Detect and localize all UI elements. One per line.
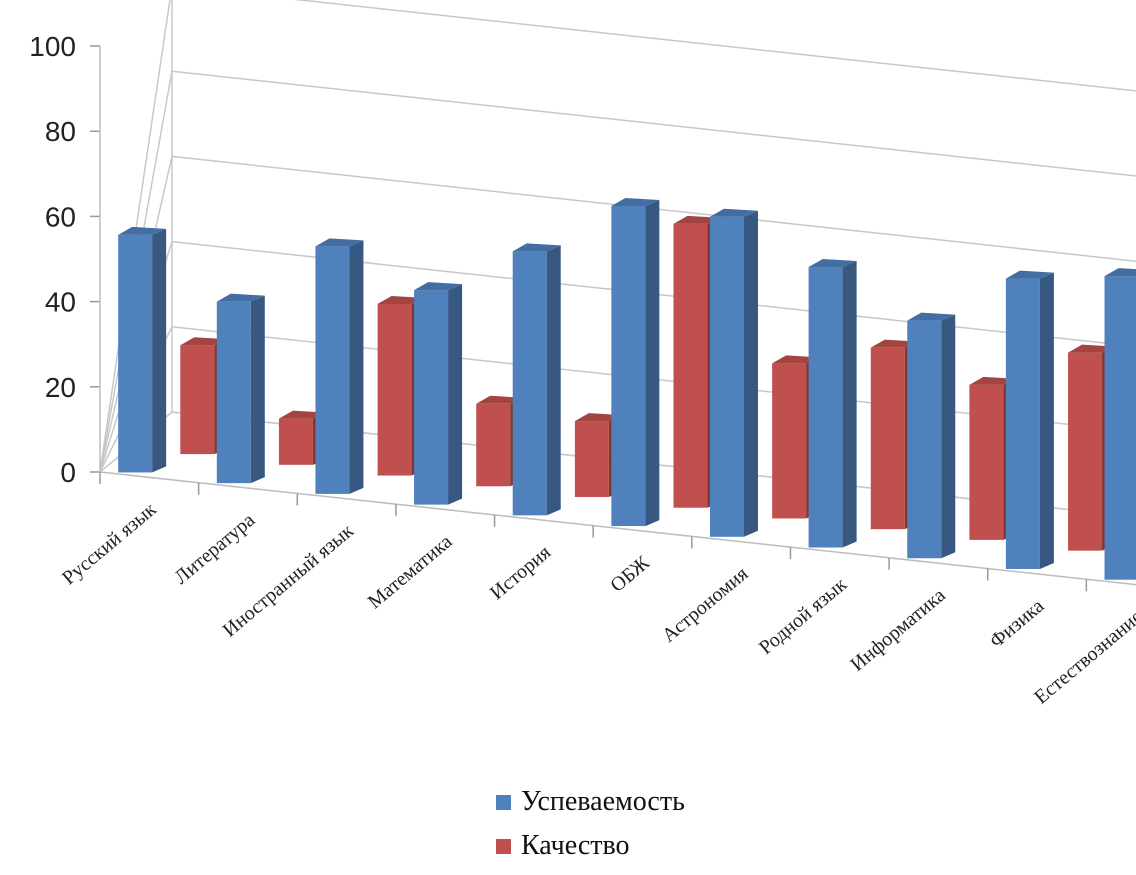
bar-uspevaemost-top (709, 208, 758, 217)
bar-uspevaemost-side (645, 199, 660, 527)
x-tick-label-русский-язык: Русский язык (58, 498, 161, 589)
bar-uspevaemost-side (349, 240, 364, 494)
bar-uspevaemost-top (216, 293, 265, 302)
y-tick-label: 100 (29, 31, 76, 62)
bar-kachestvo (870, 347, 905, 530)
x-tick-label-родной-язык: Родной язык (755, 573, 851, 659)
bar-uspevaemost-side (1039, 272, 1054, 569)
y-tick-label: 60 (45, 201, 76, 232)
y-tick-label: 0 (60, 457, 76, 488)
legend-swatch-kachestvo (496, 838, 511, 854)
bar-uspevaemost-side (546, 245, 561, 516)
bar-kachestvo-top (673, 215, 722, 224)
y-tick-label: 80 (45, 116, 76, 147)
legend-label-kachestvo: Качество (521, 830, 630, 861)
bar-kachestvo-top (772, 355, 821, 364)
y-tick-label: 20 (45, 372, 76, 403)
bar-kachestvo-top (377, 295, 426, 304)
bar-kachestvo (278, 418, 313, 465)
bar-kachestvo-top (870, 339, 919, 348)
bar-kachestvo (673, 223, 708, 508)
gridline (171, 70, 1136, 177)
bar-uspevaemost (709, 216, 744, 537)
bar-uspevaemost (907, 320, 942, 559)
bar-uspevaemost-top (1005, 270, 1054, 279)
bar-uspevaemost (1104, 276, 1136, 580)
bar-uspevaemost-side (152, 228, 167, 473)
bar-uspevaemost-top (414, 282, 463, 291)
bar-uspevaemost-side (941, 314, 956, 559)
bar-kachestvo-top (969, 376, 1018, 385)
bar-uspevaemost (1005, 278, 1040, 569)
bar-uspevaemost-side (250, 295, 265, 484)
bar-kachestvo-top (180, 337, 229, 346)
bar-kachestvo (377, 303, 412, 476)
floor-front-edge (99, 471, 1136, 586)
bar-kachestvo (969, 384, 1004, 540)
bar-uspevaemost (512, 251, 547, 516)
x-tick-label-информатика: Информатика (846, 584, 949, 676)
bar-kachestvo (476, 403, 511, 487)
y-tick-label: 40 (45, 287, 76, 318)
bar-uspevaemost-side (842, 261, 857, 548)
bar-uspevaemost (808, 267, 843, 548)
legend-label-uspevaemost: Успеваемость (521, 786, 685, 817)
x-tick-label-обж: ОБЖ (606, 552, 653, 597)
bar-uspevaemost-top (1104, 268, 1136, 277)
x-tick-label-математика: Математика (364, 530, 457, 613)
legend-item-uspevaemost: Успеваемость (496, 780, 685, 824)
x-tick-label-астрономия: Астрономия (658, 563, 752, 647)
bar-uspevaemost-top (808, 259, 857, 268)
bar-uspevaemost-top (907, 312, 956, 321)
legend: Успеваемость Качество (496, 780, 685, 868)
bar-uspevaemost (216, 301, 251, 484)
legend-swatch-uspevaemost (496, 794, 511, 810)
gridline (293, 0, 1136, 92)
bar-uspevaemost-side (448, 284, 463, 505)
legend-item-kachestvo: Качество (496, 824, 685, 868)
bar-uspevaemost (118, 234, 153, 473)
x-tick-label-физика: Физика (986, 595, 1049, 653)
bar-uspevaemost (414, 290, 449, 505)
bar-uspevaemost (315, 246, 350, 494)
bar-kachestvo (772, 363, 807, 519)
x-tick-label-естествознание: Естествознание (1030, 606, 1136, 709)
bar-uspevaemost-top (512, 243, 561, 252)
x-tick-label-литература: Литература (170, 509, 259, 589)
bar-kachestvo (180, 345, 215, 455)
bar-kachestvo-top (574, 413, 623, 422)
bar-uspevaemost-top (611, 197, 660, 206)
bar-uspevaemost-top (118, 226, 167, 235)
bar-uspevaemost-side (743, 210, 758, 537)
bar-kachestvo-top (476, 395, 525, 404)
x-tick-label-история: История (486, 541, 555, 604)
bar-kachestvo-top (1068, 344, 1117, 353)
bar-kachestvo-top (278, 410, 327, 419)
bar-uspevaemost (611, 205, 646, 527)
bar-uspevaemost-top (315, 238, 364, 247)
bar-kachestvo (574, 421, 609, 498)
bar-kachestvo (1068, 352, 1103, 551)
